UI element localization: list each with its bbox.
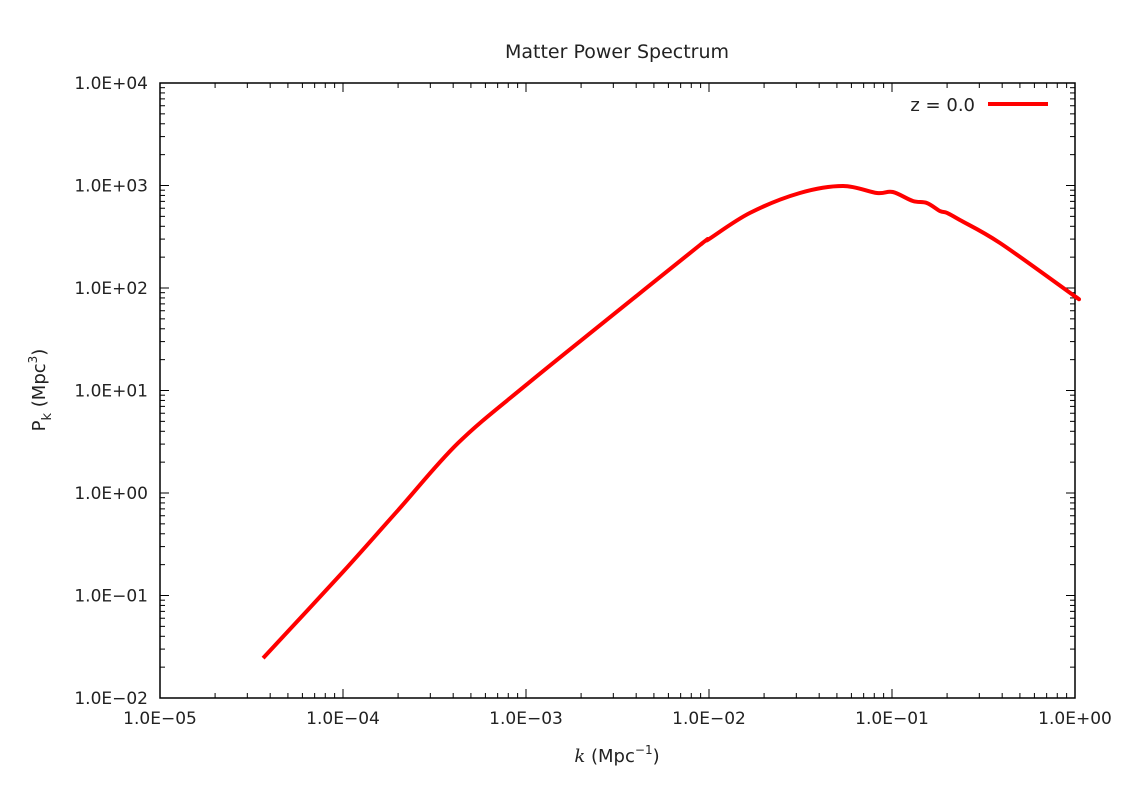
series-line-z0 [261, 184, 1082, 660]
y-tick-label: 1.0E−02 [74, 689, 148, 709]
x-tick-label: 1.0E−05 [123, 709, 197, 729]
plot-frame [159, 82, 1076, 699]
y-axis-label-sub: k [40, 412, 55, 420]
legend-label: z = 0.0 [910, 95, 975, 116]
y-tick-label: 1.0E+02 [74, 279, 148, 299]
x-axis-label-symbol: k [574, 746, 585, 767]
x-tick-label: 1.0E−01 [855, 709, 929, 729]
x-tick-label: 1.0E−04 [306, 709, 380, 729]
tick-labels: 1.0E−05 1.0E−04 1.0E−03 1.0E−02 1.0E−01 1.0E+… [74, 74, 1111, 729]
y-axis-label-close: ) [29, 349, 50, 356]
chart-title: Matter Power Spectrum [505, 41, 729, 63]
x-axis-label-unit: (Mpc [585, 746, 635, 767]
legend: z = 0.0 [910, 95, 1048, 116]
y-axis-label-sup: 3 [26, 356, 40, 364]
y-tick-label: 1.0E+03 [74, 177, 148, 197]
y-tick-label: 1.0E−01 [74, 587, 148, 607]
x-axis-label-close: ) [653, 746, 660, 767]
y-tick-label: 1.0E+00 [74, 484, 148, 504]
y-axis-label-symbol: P [29, 420, 50, 431]
y-axis-label: Pk (Mpc3) [26, 349, 55, 432]
y-tick-label: 1.0E+01 [74, 382, 148, 402]
y-axis-label-unit: (Mpc [29, 363, 50, 413]
x-axis-label-sup: −1 [635, 743, 653, 757]
x-tick-label: 1.0E−03 [489, 709, 563, 729]
x-tick-label: 1.0E−02 [672, 709, 746, 729]
y-tick-label: 1.0E+04 [74, 74, 148, 94]
x-axis-label: k (Mpc−1) [574, 743, 659, 767]
axis-ticks [159, 82, 1076, 699]
x-tick-label: 1.0E+00 [1038, 709, 1112, 729]
